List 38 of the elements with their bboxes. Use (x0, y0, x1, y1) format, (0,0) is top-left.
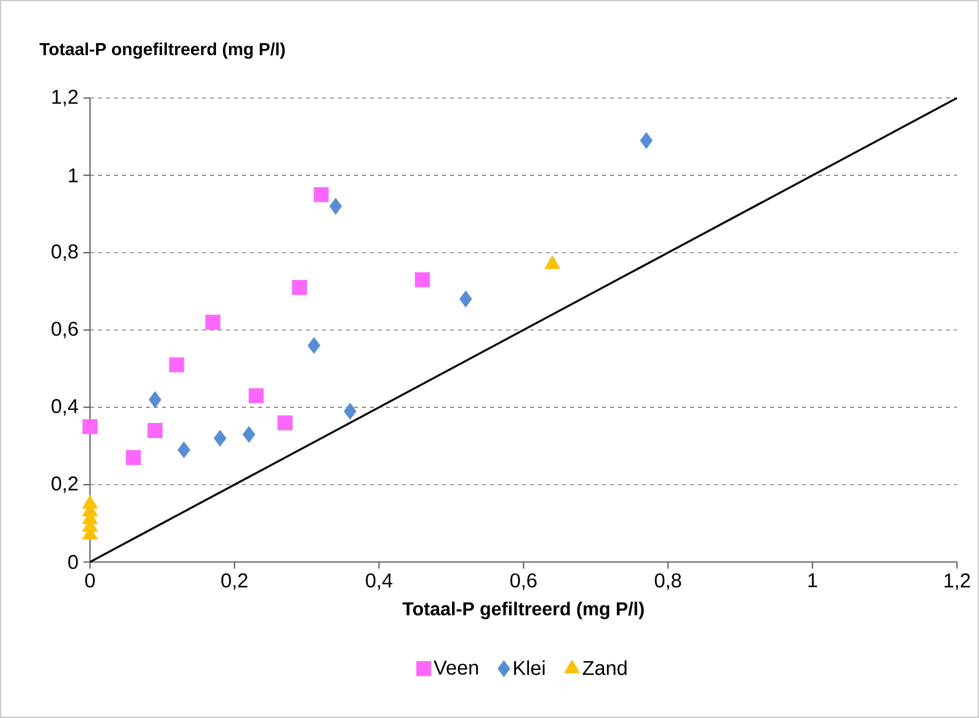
legend-label: Klei (514, 660, 545, 676)
point (278, 415, 293, 430)
x-tick-label: 0,8 (654, 573, 682, 590)
x-tick-label: 0 (85, 573, 95, 588)
y-tick-label: 1,2 (52, 90, 78, 106)
point (126, 450, 141, 466)
point (329, 198, 342, 215)
point (242, 426, 256, 443)
point (414, 272, 430, 288)
y-axis-title: Totaal-P ongefiltreerd (mg P/l) (40, 42, 285, 59)
point (205, 314, 220, 330)
point (82, 419, 98, 434)
point (248, 388, 264, 404)
x-tick-label: 0,6 (510, 573, 537, 590)
point (148, 391, 162, 408)
legend-label: Veen (434, 660, 478, 675)
y-tick-label: 0,2 (52, 476, 78, 493)
x-tick-label: 0,4 (366, 573, 392, 590)
point (344, 402, 356, 420)
y-tick-label: 0,4 (52, 399, 78, 416)
legend-label: Zand (582, 660, 627, 676)
point (178, 442, 190, 458)
x-tick-label: 1,2 (944, 573, 970, 590)
point (308, 337, 320, 354)
x-tick-label: 0,2 (221, 573, 248, 590)
y-tick-label: 0,6 (52, 322, 78, 338)
point (314, 187, 329, 202)
y-tick-label: 0 (68, 554, 78, 570)
point (459, 290, 472, 308)
y-tick-label: 0,8 (52, 244, 78, 261)
point (214, 430, 226, 447)
point (169, 357, 184, 372)
point (640, 132, 653, 149)
x-tick-label: 1 (808, 573, 818, 588)
point (148, 423, 162, 438)
y-tick-label: 1 (69, 168, 78, 182)
x-axis-title: Totaal-P gefiltreerd (mg P/l) (402, 602, 644, 620)
point (292, 280, 307, 295)
